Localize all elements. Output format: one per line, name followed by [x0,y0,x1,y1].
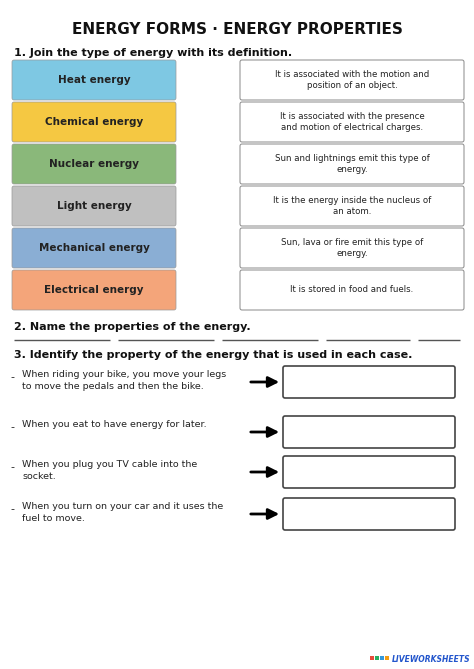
FancyBboxPatch shape [283,456,455,488]
Text: -: - [10,422,14,432]
Text: -: - [10,462,14,472]
Text: Electrical energy: Electrical energy [44,285,144,295]
Text: -: - [10,372,14,382]
Text: Mechanical energy: Mechanical energy [38,243,149,253]
Text: 3. Identify the property of the energy that is used in each case.: 3. Identify the property of the energy t… [14,350,412,360]
FancyBboxPatch shape [12,144,176,184]
Text: -: - [10,504,14,514]
Text: It is stored in food and fuels.: It is stored in food and fuels. [291,286,414,294]
FancyBboxPatch shape [240,144,464,184]
Bar [370,656,374,660]
FancyBboxPatch shape [283,366,455,398]
Text: 1. Join the type of energy with its definition.: 1. Join the type of energy with its defi… [14,48,292,58]
Bar [375,656,379,660]
Text: It is the energy inside the nucleus of
an atom.: It is the energy inside the nucleus of a… [273,196,431,216]
Text: Heat energy: Heat energy [58,75,130,85]
Text: Light energy: Light energy [56,201,131,211]
FancyBboxPatch shape [240,270,464,310]
Text: Nuclear energy: Nuclear energy [49,159,139,169]
FancyBboxPatch shape [283,416,455,448]
Text: It is associated with the motion and
position of an object.: It is associated with the motion and pos… [275,70,429,90]
FancyBboxPatch shape [240,228,464,268]
Text: When you turn on your car and it uses the
fuel to move.: When you turn on your car and it uses th… [22,502,223,522]
Text: LIVEWORKSHEETS: LIVEWORKSHEETS [392,654,471,664]
FancyBboxPatch shape [12,102,176,142]
Text: When you plug you TV cable into the
socket.: When you plug you TV cable into the sock… [22,460,197,481]
FancyBboxPatch shape [12,228,176,268]
FancyBboxPatch shape [12,270,176,310]
FancyBboxPatch shape [12,186,176,226]
Text: Sun, lava or fire emit this type of
energy.: Sun, lava or fire emit this type of ener… [281,238,423,258]
FancyBboxPatch shape [240,186,464,226]
Text: Chemical energy: Chemical energy [45,117,143,127]
FancyBboxPatch shape [283,498,455,530]
FancyBboxPatch shape [240,102,464,142]
FancyBboxPatch shape [240,60,464,100]
Text: ENERGY FORMS · ENERGY PROPERTIES: ENERGY FORMS · ENERGY PROPERTIES [72,22,402,37]
Text: When riding your bike, you move your legs
to move the pedals and then the bike.: When riding your bike, you move your leg… [22,370,226,391]
Text: 2. Name the properties of the energy.: 2. Name the properties of the energy. [14,322,251,332]
Bar [385,656,389,660]
FancyBboxPatch shape [12,60,176,100]
Text: When you eat to have energy for later.: When you eat to have energy for later. [22,420,207,429]
Text: It is associated with the presence
and motion of electrical charges.: It is associated with the presence and m… [280,112,424,132]
Text: Sun and lightnings emit this type of
energy.: Sun and lightnings emit this type of ene… [274,154,429,174]
Bar [380,656,384,660]
